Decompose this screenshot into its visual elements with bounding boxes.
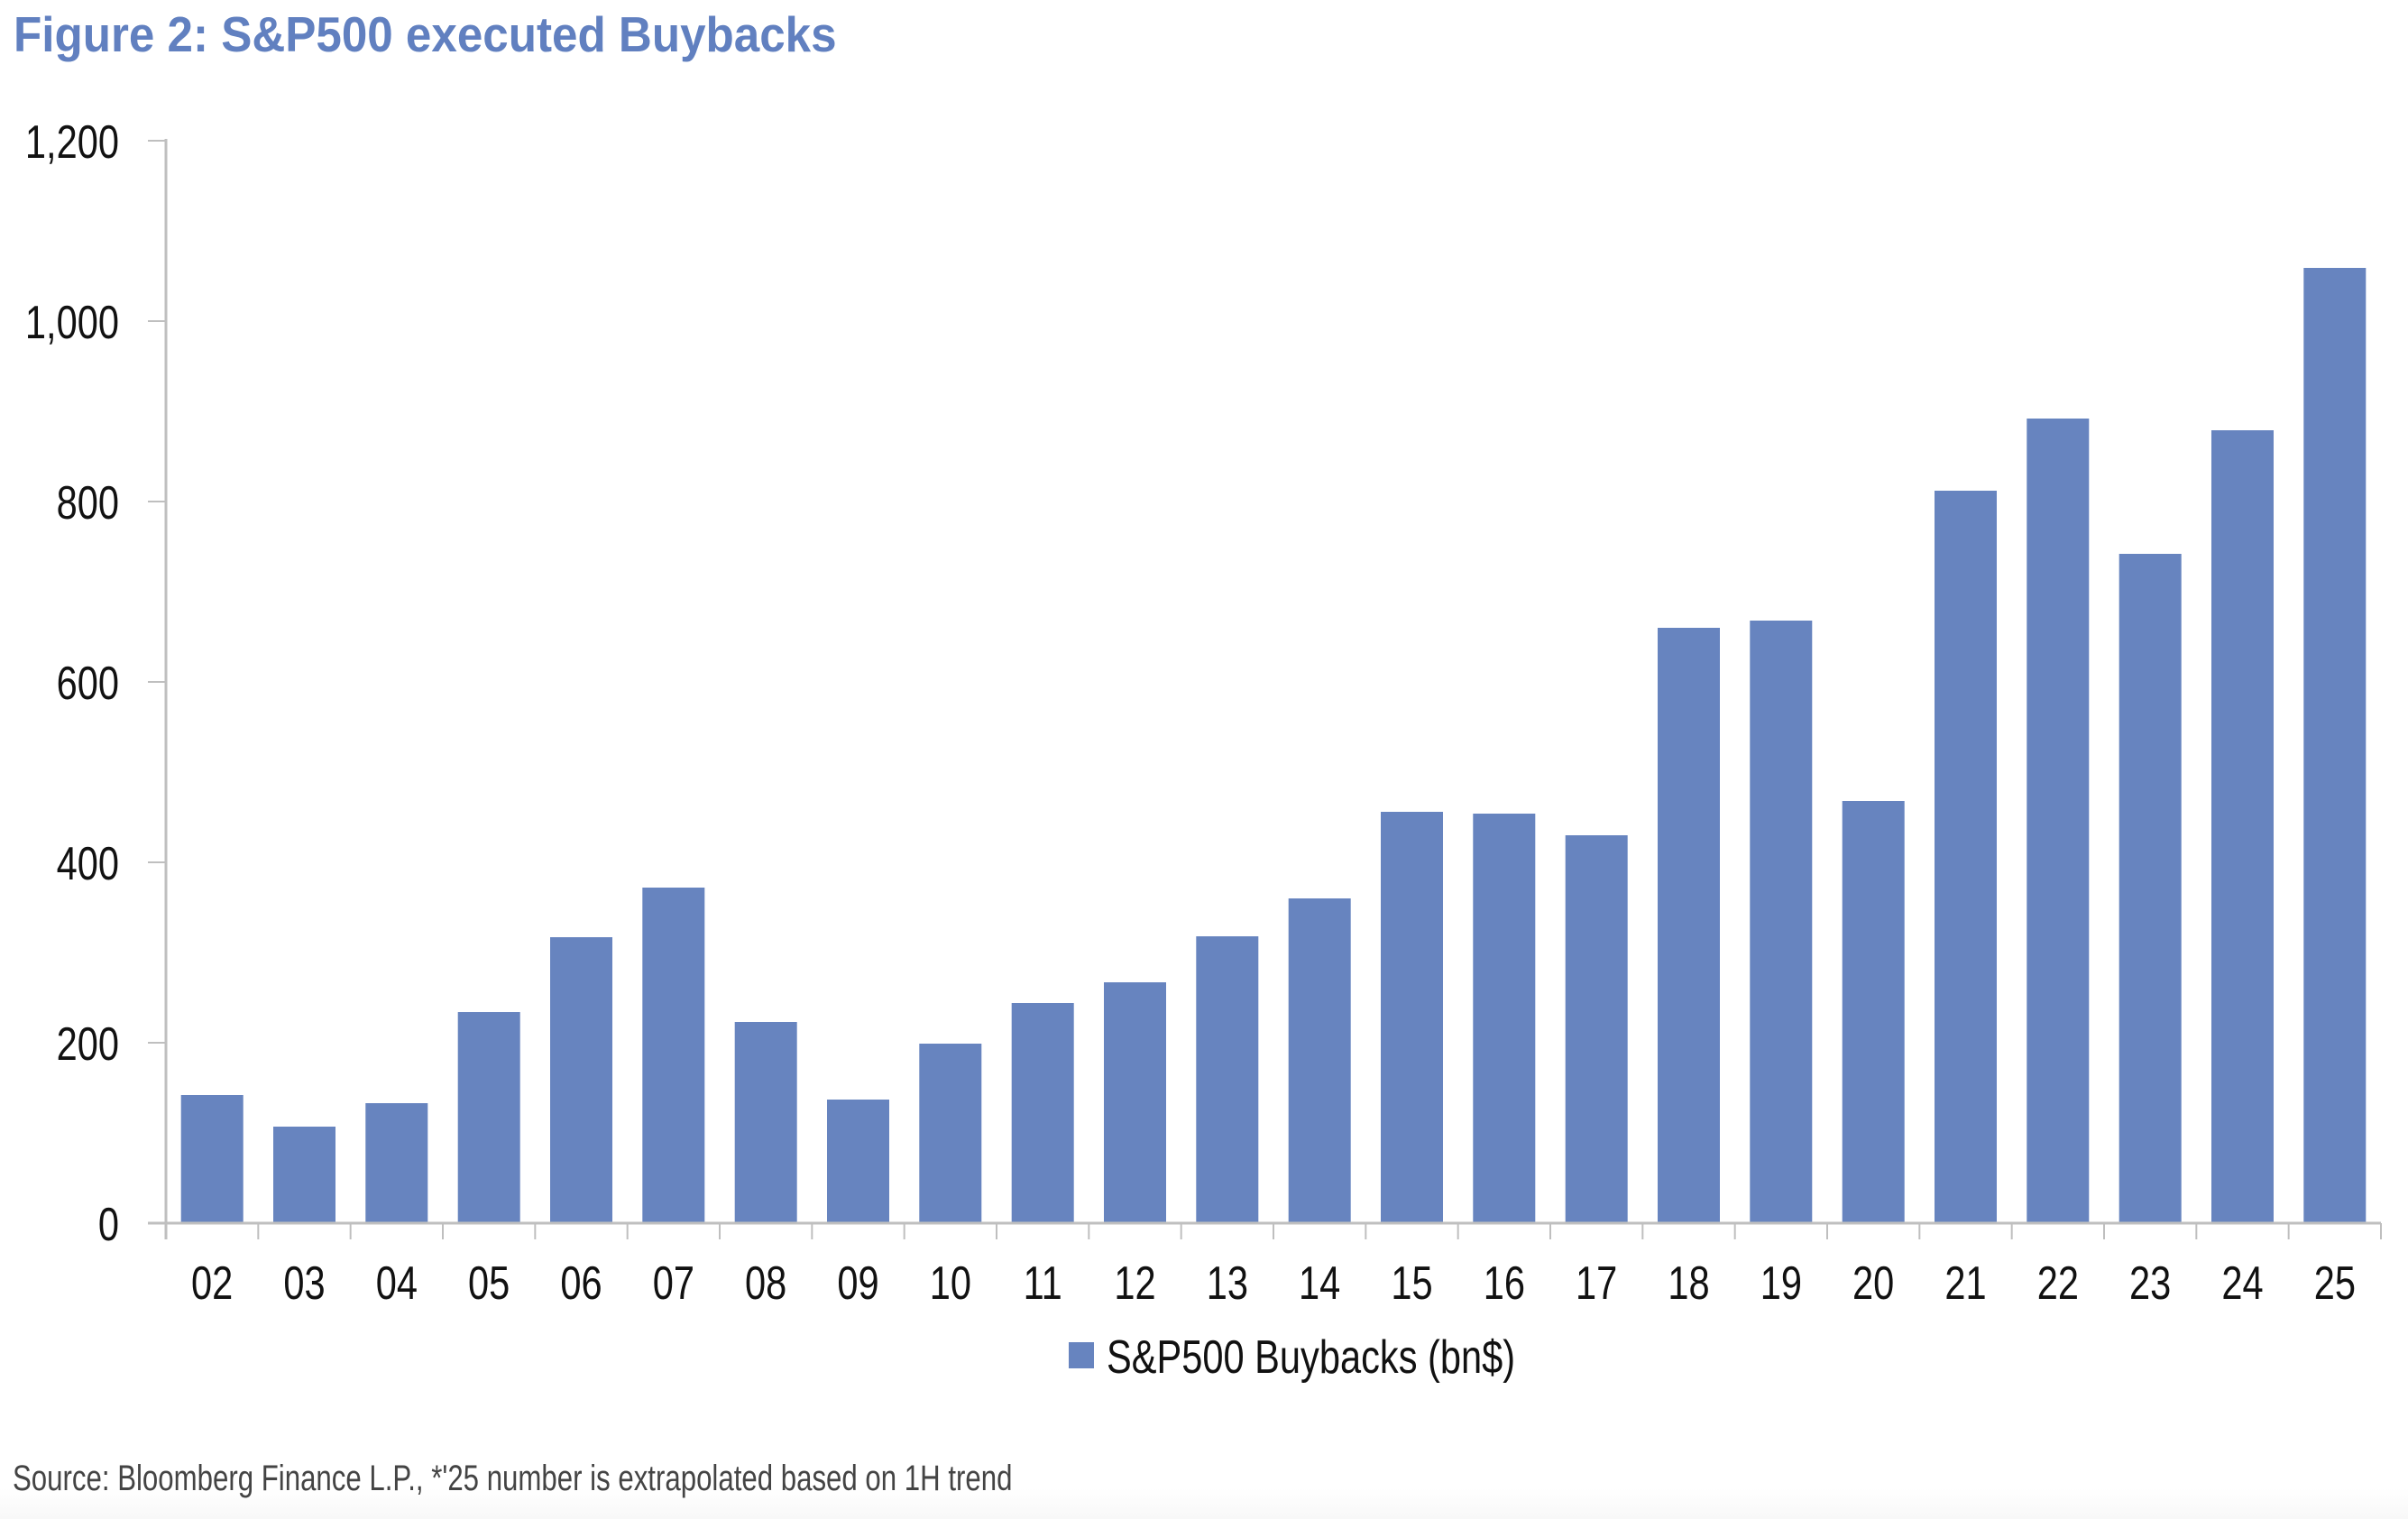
x-tick-label: 16 [1484,1257,1525,1310]
bar-08 [734,1022,797,1223]
bar-13 [1196,936,1259,1223]
bar-10 [919,1044,982,1223]
x-tick-label: 03 [283,1257,325,1310]
bar-06 [550,937,612,1223]
bar-12 [1104,982,1166,1223]
y-tick-label: 1,200 [25,115,119,169]
x-tick-label: 02 [191,1257,233,1310]
bar-14 [1288,898,1351,1223]
x-tick-label: 07 [653,1257,694,1310]
x-tick-label: 08 [745,1257,786,1310]
bar-16 [1473,814,1536,1223]
bar-07 [642,888,705,1223]
bar-19 [1750,621,1813,1223]
bar-02 [180,1095,244,1223]
chart-title: Figure 2: S&P500 executed Buybacks [14,6,837,62]
x-tick-label: 22 [2037,1257,2079,1310]
x-tick-label: 15 [1391,1257,1432,1310]
x-tick-label: 04 [376,1257,418,1310]
bar-18 [1658,628,1720,1223]
bar-25 [2303,268,2367,1223]
x-tick-label: 17 [1576,1257,1617,1310]
bar-11 [1011,1003,1074,1223]
y-tick-label: 600 [57,657,119,710]
y-tick-label: 400 [57,837,119,890]
y-axis-ticks: 0 200 400 600 800 1,000 1,200 [25,115,166,1251]
bar-09 [827,1100,889,1223]
x-tick-label: 21 [1944,1257,1986,1310]
x-tick-label: 14 [1299,1257,1340,1310]
x-tick-label: 20 [1852,1257,1894,1310]
x-tick-label: 24 [2221,1257,2263,1310]
x-tick-label: 23 [2129,1257,2171,1310]
bar-21 [1935,491,1997,1223]
bar-23 [2118,554,2182,1223]
axes [148,139,2381,1239]
x-tick-label: 09 [837,1257,878,1310]
bar-20 [1842,801,1905,1223]
x-tick-label: 05 [468,1257,510,1310]
y-tick-label: 1,000 [25,296,119,349]
x-tick-label: 06 [560,1257,602,1310]
bar-15 [1381,812,1443,1223]
legend-label: S&P500 Buybacks (bn$) [1107,1330,1515,1384]
bar-04 [365,1103,428,1223]
y-tick-label: 0 [98,1198,119,1251]
bar-05 [457,1012,520,1223]
x-tick-label: 12 [1114,1257,1155,1310]
x-axis-ticks: 02 03 04 05 06 07 08 09 10 11 12 13 14 15 16 17 18 19 20 21… [165,1223,2382,1310]
x-tick-label: 18 [1668,1257,1709,1310]
x-tick-label: 10 [930,1257,971,1310]
bar-17 [1565,835,1628,1223]
bar-03 [273,1127,335,1223]
legend: S&P500 Buybacks (bn$) [1069,1330,1515,1384]
source-note: Source: Bloomberg Finance L.P., *'25 num… [13,1459,1013,1498]
bar-24 [2211,430,2274,1223]
x-tick-label: 25 [2314,1257,2356,1310]
bar-22 [2027,419,2090,1223]
y-tick-label: 200 [57,1017,119,1071]
legend-swatch [1069,1342,1094,1368]
bars [180,268,2367,1223]
y-tick-label: 800 [57,476,119,529]
x-tick-label: 13 [1207,1257,1248,1310]
x-tick-label: 11 [1024,1257,1062,1310]
x-tick-label: 19 [1760,1257,1802,1310]
